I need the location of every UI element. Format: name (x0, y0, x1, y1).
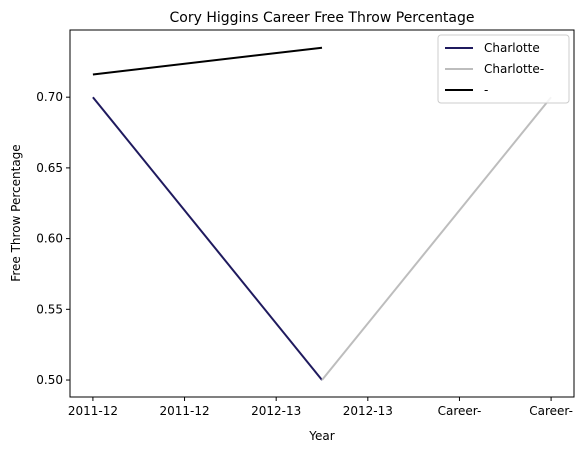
legend-label: Charlotte (484, 41, 540, 55)
y-tick-label: 0.65 (36, 161, 63, 175)
x-tick-label: 2012-13 (343, 404, 393, 418)
chart-title: Cory Higgins Career Free Throw Percentag… (169, 10, 474, 26)
x-tick-label: 2012-13 (251, 404, 301, 418)
x-tick-label: 2011-12 (159, 404, 209, 418)
legend-box (437, 34, 570, 104)
plot-frame (69, 29, 575, 398)
series-line-1 (92, 96, 323, 381)
y-tick-label: 0.70 (36, 90, 63, 104)
y-tick-label: 0.60 (36, 232, 63, 246)
legend-label: - (484, 83, 488, 97)
x-axis-title: Year (308, 429, 334, 443)
y-axis-title: Free Throw Percentage (9, 144, 23, 281)
x-tick-label: Career- (529, 404, 573, 418)
x-tick-label: Career- (438, 404, 482, 418)
x-axis: 2011-12 2011-12 2012-13 2012-13 Career- Caree… (68, 397, 573, 418)
series-line-2 (321, 96, 552, 381)
legend: Charlotte Charlotte- - (437, 34, 570, 104)
y-tick-label: 0.50 (36, 373, 63, 387)
series-line-3 (92, 46, 323, 76)
series-layer (92, 46, 552, 381)
y-axis: 0.50 0.55 0.60 0.65 0.70 (36, 90, 70, 387)
x-tick-label: 2011-12 (68, 404, 118, 418)
legend-label: Charlotte- (484, 62, 544, 76)
y-tick-label: 0.55 (36, 302, 63, 316)
